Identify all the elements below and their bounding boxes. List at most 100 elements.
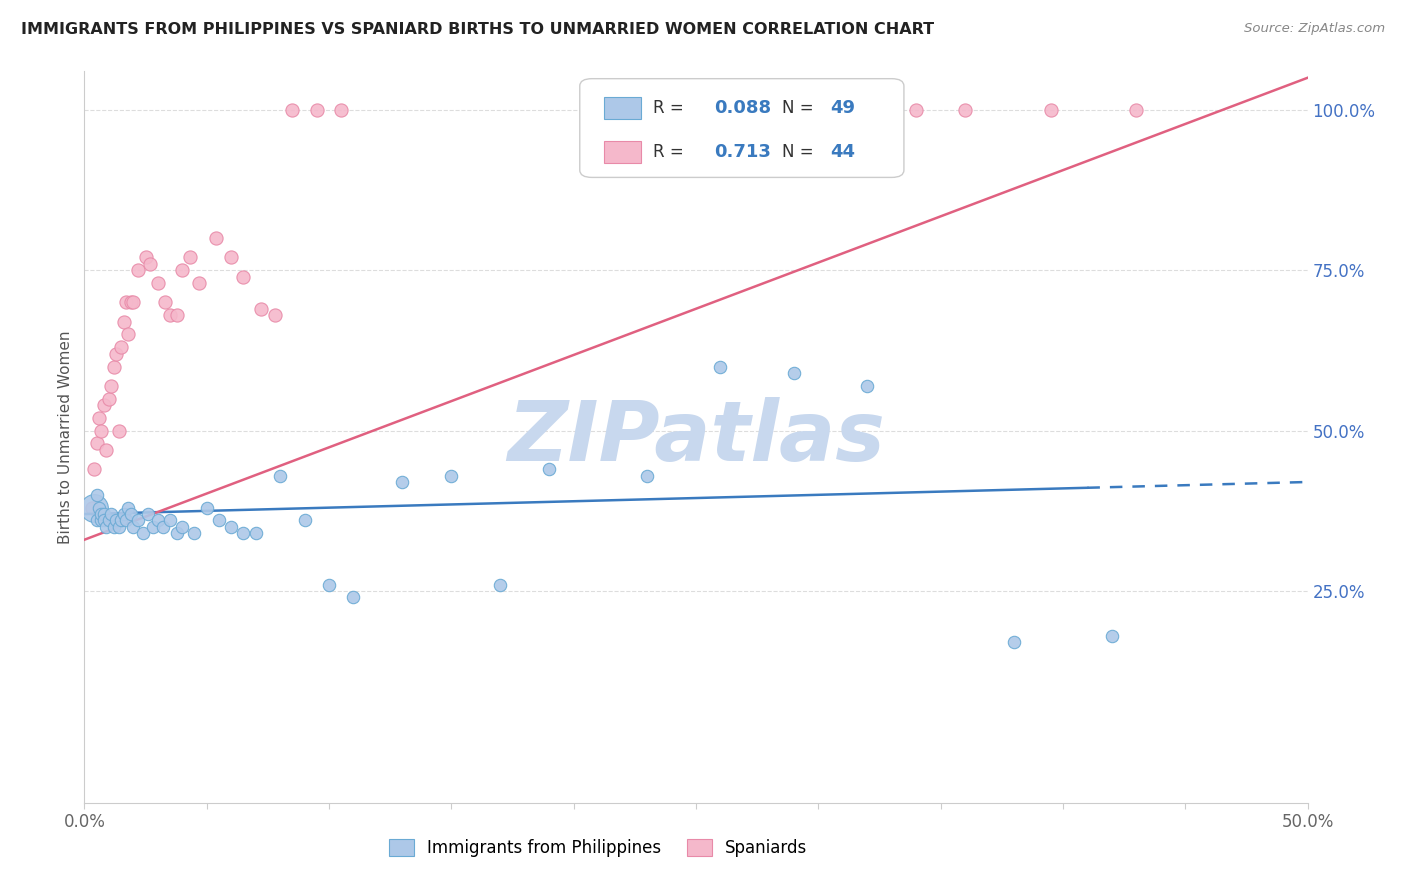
Point bbox=[166, 526, 188, 541]
Point bbox=[142, 520, 165, 534]
Point bbox=[115, 295, 138, 310]
Point bbox=[103, 359, 125, 374]
Point bbox=[183, 526, 205, 541]
Point bbox=[86, 436, 108, 450]
Point bbox=[115, 514, 138, 528]
Point bbox=[179, 251, 201, 265]
Point bbox=[127, 514, 149, 528]
Point bbox=[318, 577, 340, 591]
Text: 0.088: 0.088 bbox=[714, 99, 772, 117]
Point bbox=[159, 308, 181, 322]
Point bbox=[135, 251, 157, 265]
Point bbox=[538, 462, 561, 476]
Point bbox=[146, 514, 169, 528]
Point bbox=[758, 103, 780, 117]
Point bbox=[172, 520, 194, 534]
Point bbox=[153, 295, 176, 310]
Point bbox=[83, 500, 105, 515]
Point bbox=[342, 591, 364, 605]
Point bbox=[219, 251, 242, 265]
FancyBboxPatch shape bbox=[605, 141, 641, 163]
Point bbox=[953, 103, 976, 117]
Point bbox=[188, 276, 211, 290]
Point bbox=[905, 103, 928, 117]
Point bbox=[636, 468, 658, 483]
Point bbox=[122, 295, 145, 310]
Point bbox=[146, 276, 169, 290]
Point bbox=[159, 514, 181, 528]
Point bbox=[110, 514, 132, 528]
Text: N =: N = bbox=[782, 143, 818, 161]
Point bbox=[120, 507, 142, 521]
Point bbox=[90, 507, 112, 521]
Text: R =: R = bbox=[654, 99, 689, 117]
Point bbox=[783, 103, 806, 117]
Point bbox=[96, 442, 118, 457]
Point bbox=[100, 507, 122, 521]
Text: Source: ZipAtlas.com: Source: ZipAtlas.com bbox=[1244, 22, 1385, 36]
Point bbox=[294, 514, 316, 528]
Point bbox=[87, 500, 110, 515]
Text: ZIPatlas: ZIPatlas bbox=[508, 397, 884, 477]
Point bbox=[86, 514, 108, 528]
Point bbox=[1002, 635, 1025, 649]
Point bbox=[120, 295, 142, 310]
Point bbox=[172, 263, 194, 277]
Text: 44: 44 bbox=[831, 143, 855, 161]
Point bbox=[105, 346, 128, 360]
Point bbox=[245, 526, 267, 541]
Point bbox=[195, 500, 218, 515]
Point bbox=[107, 424, 129, 438]
Y-axis label: Births to Unmarried Women: Births to Unmarried Women bbox=[58, 330, 73, 544]
Point bbox=[305, 103, 328, 117]
Point bbox=[1039, 103, 1062, 117]
Point bbox=[269, 468, 291, 483]
Point bbox=[87, 410, 110, 425]
Point bbox=[112, 315, 135, 329]
Point bbox=[856, 378, 879, 392]
Point bbox=[105, 514, 128, 528]
Point bbox=[117, 327, 139, 342]
Text: IMMIGRANTS FROM PHILIPPINES VS SPANIARD BIRTHS TO UNMARRIED WOMEN CORRELATION CH: IMMIGRANTS FROM PHILIPPINES VS SPANIARD … bbox=[21, 22, 934, 37]
Point bbox=[807, 103, 830, 117]
Point bbox=[132, 526, 155, 541]
Text: 0.713: 0.713 bbox=[714, 143, 772, 161]
Point bbox=[219, 520, 242, 534]
Point bbox=[281, 103, 304, 117]
Point bbox=[90, 424, 112, 438]
Point bbox=[80, 500, 103, 515]
Point bbox=[93, 514, 115, 528]
Text: N =: N = bbox=[782, 99, 818, 117]
Point bbox=[97, 514, 120, 528]
Point bbox=[709, 359, 731, 374]
Point bbox=[100, 378, 122, 392]
Point bbox=[136, 507, 159, 521]
Point bbox=[93, 507, 115, 521]
Point bbox=[489, 577, 512, 591]
Point bbox=[139, 257, 162, 271]
Point bbox=[127, 263, 149, 277]
Point bbox=[1101, 629, 1123, 643]
Point bbox=[107, 520, 129, 534]
Point bbox=[249, 301, 271, 316]
Point bbox=[1125, 103, 1147, 117]
Point bbox=[205, 231, 228, 245]
Point bbox=[440, 468, 463, 483]
Point bbox=[391, 475, 413, 489]
Point bbox=[83, 462, 105, 476]
Point bbox=[117, 500, 139, 515]
Point bbox=[86, 488, 108, 502]
Legend: Immigrants from Philippines, Spaniards: Immigrants from Philippines, Spaniards bbox=[382, 832, 814, 864]
Point bbox=[152, 520, 174, 534]
Text: 49: 49 bbox=[831, 99, 855, 117]
Point bbox=[103, 520, 125, 534]
Text: R =: R = bbox=[654, 143, 689, 161]
Point bbox=[112, 507, 135, 521]
Point bbox=[264, 308, 287, 322]
Point bbox=[856, 103, 879, 117]
Point bbox=[97, 392, 120, 406]
FancyBboxPatch shape bbox=[579, 78, 904, 178]
Point bbox=[783, 366, 806, 380]
Point bbox=[93, 398, 115, 412]
Point bbox=[122, 520, 145, 534]
